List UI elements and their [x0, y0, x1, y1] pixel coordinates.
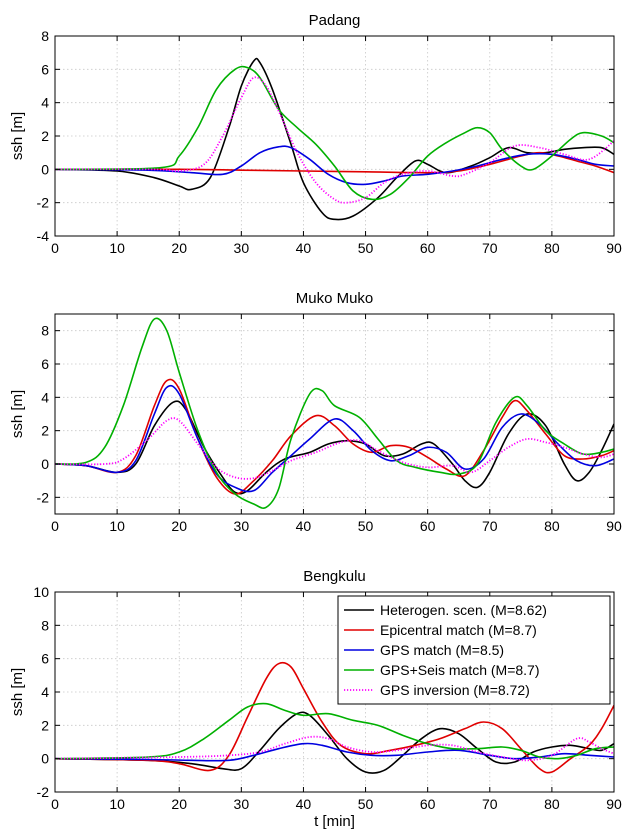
- legend-entry-1: Heterogen. scen. (M=8.62): [380, 602, 547, 618]
- y-tick-label: 8: [41, 28, 49, 44]
- series-line-2: [55, 378, 614, 495]
- x-tick-label: 20: [171, 518, 187, 534]
- axes-box: [54, 313, 615, 515]
- legend-box: [337, 595, 611, 705]
- x-tick-label: 90: [606, 240, 622, 256]
- x-tick-label: 90: [606, 518, 622, 534]
- series-line-2: [55, 151, 614, 174]
- chart-title: Bengkulu: [303, 568, 366, 585]
- y-axis-label: ssh [m]: [9, 112, 26, 160]
- x-tick-label: 70: [482, 518, 498, 534]
- series-line-1: [55, 711, 614, 774]
- y-tick-label: 0: [41, 751, 49, 767]
- chart-title: Padang: [309, 12, 361, 29]
- x-tick-label: 10: [109, 796, 125, 812]
- legend-entry-2: Epicentral match (M=8.7): [380, 622, 537, 638]
- chart-panel-1: 0 10 20 30 40 50 60 70 80 90 -4 -2 0 2 4 6 8 Padang ssh [m…: [9, 12, 622, 256]
- y-tick-label: 6: [41, 356, 49, 372]
- series-line-4: [55, 702, 614, 760]
- y-tick-label: 8: [41, 323, 49, 339]
- legend: Heterogen. scen. (M=8.62) Epicentral matc…: [337, 595, 611, 705]
- legend-entry-4: GPS+Seis match (M=8.7): [380, 662, 540, 678]
- x-tick-label: 20: [171, 240, 187, 256]
- chart-panel-3: 0 10 20 30 40 50 60 70 80 90-20246810Bengkulussh …: [9, 568, 622, 830]
- y-tick-label: -2: [37, 195, 50, 211]
- y-tick-label: 4: [41, 389, 49, 405]
- series-line-5: [55, 76, 614, 204]
- x-tick-label: 0: [51, 518, 59, 534]
- y-tick-label: 8: [41, 617, 49, 633]
- x-tick-label: 30: [234, 518, 250, 534]
- y-tick-label: 6: [41, 61, 49, 77]
- series-line-4: [55, 317, 614, 509]
- x-tick-label: 80: [544, 518, 560, 534]
- y-tick-label: 10: [33, 584, 49, 600]
- y-tick-label: 0: [41, 456, 49, 472]
- series-line-3: [55, 145, 614, 186]
- y-axis-label: ssh [m]: [9, 390, 26, 438]
- x-tick-label: 50: [358, 518, 374, 534]
- x-tick-label: 0: [51, 796, 59, 812]
- y-tick-label: 2: [41, 717, 49, 733]
- chart-title: Muko Muko: [296, 290, 374, 307]
- x-tick-label: 70: [482, 240, 498, 256]
- y-tick-label: 2: [41, 128, 49, 144]
- x-tick-label: 10: [109, 240, 125, 256]
- x-tick-label: 80: [544, 796, 560, 812]
- x-tick-label: 50: [358, 796, 374, 812]
- y-tick-label: -4: [37, 228, 50, 244]
- y-tick-label: -2: [37, 784, 50, 800]
- x-tick-label: 30: [234, 796, 250, 812]
- legend-entry-3: GPS match (M=8.5): [380, 642, 504, 658]
- series-line-4: [55, 65, 614, 201]
- x-tick-label: 40: [296, 240, 312, 256]
- y-tick-label: -2: [37, 489, 50, 505]
- series-group: [55, 317, 614, 509]
- x-tick-label: 10: [109, 518, 125, 534]
- series-line-3: [55, 384, 614, 493]
- y-axis-label: ssh [m]: [9, 668, 26, 716]
- x-tick-label: 40: [296, 796, 312, 812]
- y-tick-label: 2: [41, 423, 49, 439]
- series-line-5: [55, 735, 614, 762]
- y-tick-label: 4: [41, 684, 49, 700]
- x-tick-label: 90: [606, 796, 622, 812]
- x-tick-label: 30: [234, 240, 250, 256]
- x-tick-label: 50: [358, 240, 374, 256]
- x-tick-label: 60: [420, 240, 436, 256]
- x-tick-label: 60: [420, 518, 436, 534]
- x-axis-label: t [min]: [314, 813, 355, 830]
- series-line-1: [55, 57, 614, 221]
- legend-entry-5: GPS inversion (M=8.72): [380, 682, 530, 698]
- x-tick-label: 70: [482, 796, 498, 812]
- series-line-2: [55, 661, 614, 774]
- series-group: [55, 57, 614, 221]
- y-tick-label: 4: [41, 95, 49, 111]
- x-tick-label: 40: [296, 518, 312, 534]
- plot-area: [55, 36, 614, 236]
- series-group: [55, 661, 614, 774]
- x-tick-label: 0: [51, 240, 59, 256]
- x-tick-label: 20: [171, 796, 187, 812]
- y-tick-label: 0: [41, 161, 49, 177]
- series-line-5: [55, 417, 614, 480]
- x-tick-label: 60: [420, 796, 436, 812]
- x-tick-label: 80: [544, 240, 560, 256]
- y-tick-label: 6: [41, 651, 49, 667]
